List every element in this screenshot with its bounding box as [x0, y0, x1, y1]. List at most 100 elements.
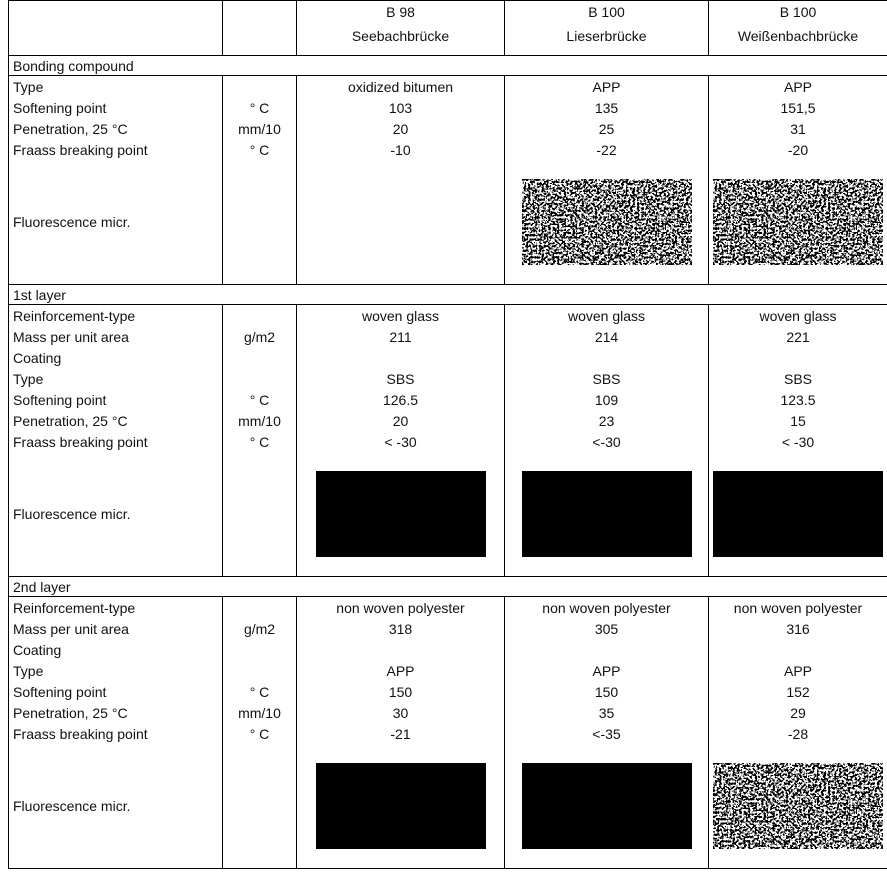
micrograph [522, 179, 692, 265]
row-label: Fraass breaking point [9, 723, 223, 744]
row-label: Softening point [9, 97, 223, 118]
value-cell: 123.5 [709, 389, 887, 410]
row-label: Penetration, 25 °C [9, 410, 223, 431]
micrograph-texture [713, 179, 883, 265]
data-row: Fraass breaking point° C< -30<-30< -30 [9, 431, 887, 452]
value-cell: SBS [709, 368, 887, 389]
value-cell: non woven polyester [297, 597, 505, 619]
micrograph-texture [522, 179, 692, 265]
value-cell: <-30 [505, 431, 709, 452]
unit-cell: mm/10 [223, 118, 297, 139]
row-label: Fraass breaking point [9, 431, 223, 452]
micrograph-texture [713, 763, 883, 849]
micrograph [713, 763, 883, 849]
micrograph [713, 179, 883, 265]
value-cell: woven glass [297, 305, 505, 327]
data-row: Coating [9, 639, 887, 660]
value-cell: 30 [297, 702, 505, 723]
unit-cell [223, 368, 297, 389]
micrograph [316, 471, 486, 557]
row-label: Softening point [9, 389, 223, 410]
page: B 98SeebachbrückeB 100LieserbrückeB 100W… [0, 0, 887, 873]
value-cell: 152 [709, 681, 887, 702]
value-cell: oxidized bitumen [297, 76, 505, 98]
unit-cell [223, 305, 297, 327]
unit-cell [223, 347, 297, 368]
value-cell: 20 [297, 118, 505, 139]
value-cell: 126.5 [297, 389, 505, 410]
value-cell [297, 744, 505, 869]
value-cell: -28 [709, 723, 887, 744]
section-row: 1st layer [9, 285, 887, 305]
micrograph-row: Fluorescence micr. [9, 744, 887, 869]
row-label: Penetration, 25 °C [9, 702, 223, 723]
value-cell: 109 [505, 389, 709, 410]
column-code: B 100 [509, 3, 704, 21]
value-cell: SBS [505, 368, 709, 389]
data-row: Fraass breaking point° C-21<-35-28 [9, 723, 887, 744]
value-cell: <-35 [505, 723, 709, 744]
value-cell: 23 [505, 410, 709, 431]
row-label: Fluorescence micr. [9, 452, 223, 577]
micrograph [713, 471, 883, 557]
row-label: Type [9, 660, 223, 681]
value-cell: APP [505, 76, 709, 98]
value-cell: 150 [297, 681, 505, 702]
section-title: 1st layer [9, 285, 887, 305]
value-cell: 31 [709, 118, 887, 139]
row-label: Coating [9, 639, 223, 660]
value-cell: non woven polyester [505, 597, 709, 619]
unit-cell [223, 76, 297, 98]
value-cell: -10 [297, 139, 505, 160]
micrograph-texture [316, 471, 486, 557]
section-row: 2nd layer [9, 577, 887, 597]
value-cell: 318 [297, 618, 505, 639]
value-cell: -21 [297, 723, 505, 744]
value-cell: APP [709, 76, 887, 98]
unit-cell: ° C [223, 139, 297, 160]
data-row: Fraass breaking point° C-10-22-20 [9, 139, 887, 160]
micrograph-texture [316, 763, 486, 849]
value-cell: 211 [297, 326, 505, 347]
unit-cell [223, 452, 297, 577]
micrograph-texture [522, 471, 692, 557]
micrograph-row: Fluorescence micr. [9, 160, 887, 285]
micrograph [522, 471, 692, 557]
unit-cell: ° C [223, 389, 297, 410]
value-cell [709, 452, 887, 577]
value-cell: 29 [709, 702, 887, 723]
unit-cell [223, 660, 297, 681]
unit-cell [223, 744, 297, 869]
unit-cell: ° C [223, 723, 297, 744]
row-label: Mass per unit area [9, 326, 223, 347]
column-name: Weißenbachbrücke [713, 27, 883, 45]
unit-cell: ° C [223, 431, 297, 452]
row-label: Fraass breaking point [9, 139, 223, 160]
micrograph-texture [522, 763, 692, 849]
micrograph-texture [713, 471, 883, 557]
section-row: Bonding compound [9, 56, 887, 76]
unit-cell: mm/10 [223, 410, 297, 431]
value-cell [505, 160, 709, 285]
value-cell [709, 160, 887, 285]
value-cell: < -30 [709, 431, 887, 452]
row-label: Fluorescence micr. [9, 160, 223, 285]
value-cell: 151,5 [709, 97, 887, 118]
value-cell: 135 [505, 97, 709, 118]
value-cell: 15 [709, 410, 887, 431]
value-cell: -22 [505, 139, 709, 160]
column-name: Seebachbrücke [301, 27, 500, 45]
row-label: Fluorescence micr. [9, 744, 223, 869]
value-cell [709, 347, 887, 368]
row-label: Coating [9, 347, 223, 368]
row-label: Reinforcement-type [9, 597, 223, 619]
value-cell [297, 160, 505, 285]
value-cell [709, 639, 887, 660]
